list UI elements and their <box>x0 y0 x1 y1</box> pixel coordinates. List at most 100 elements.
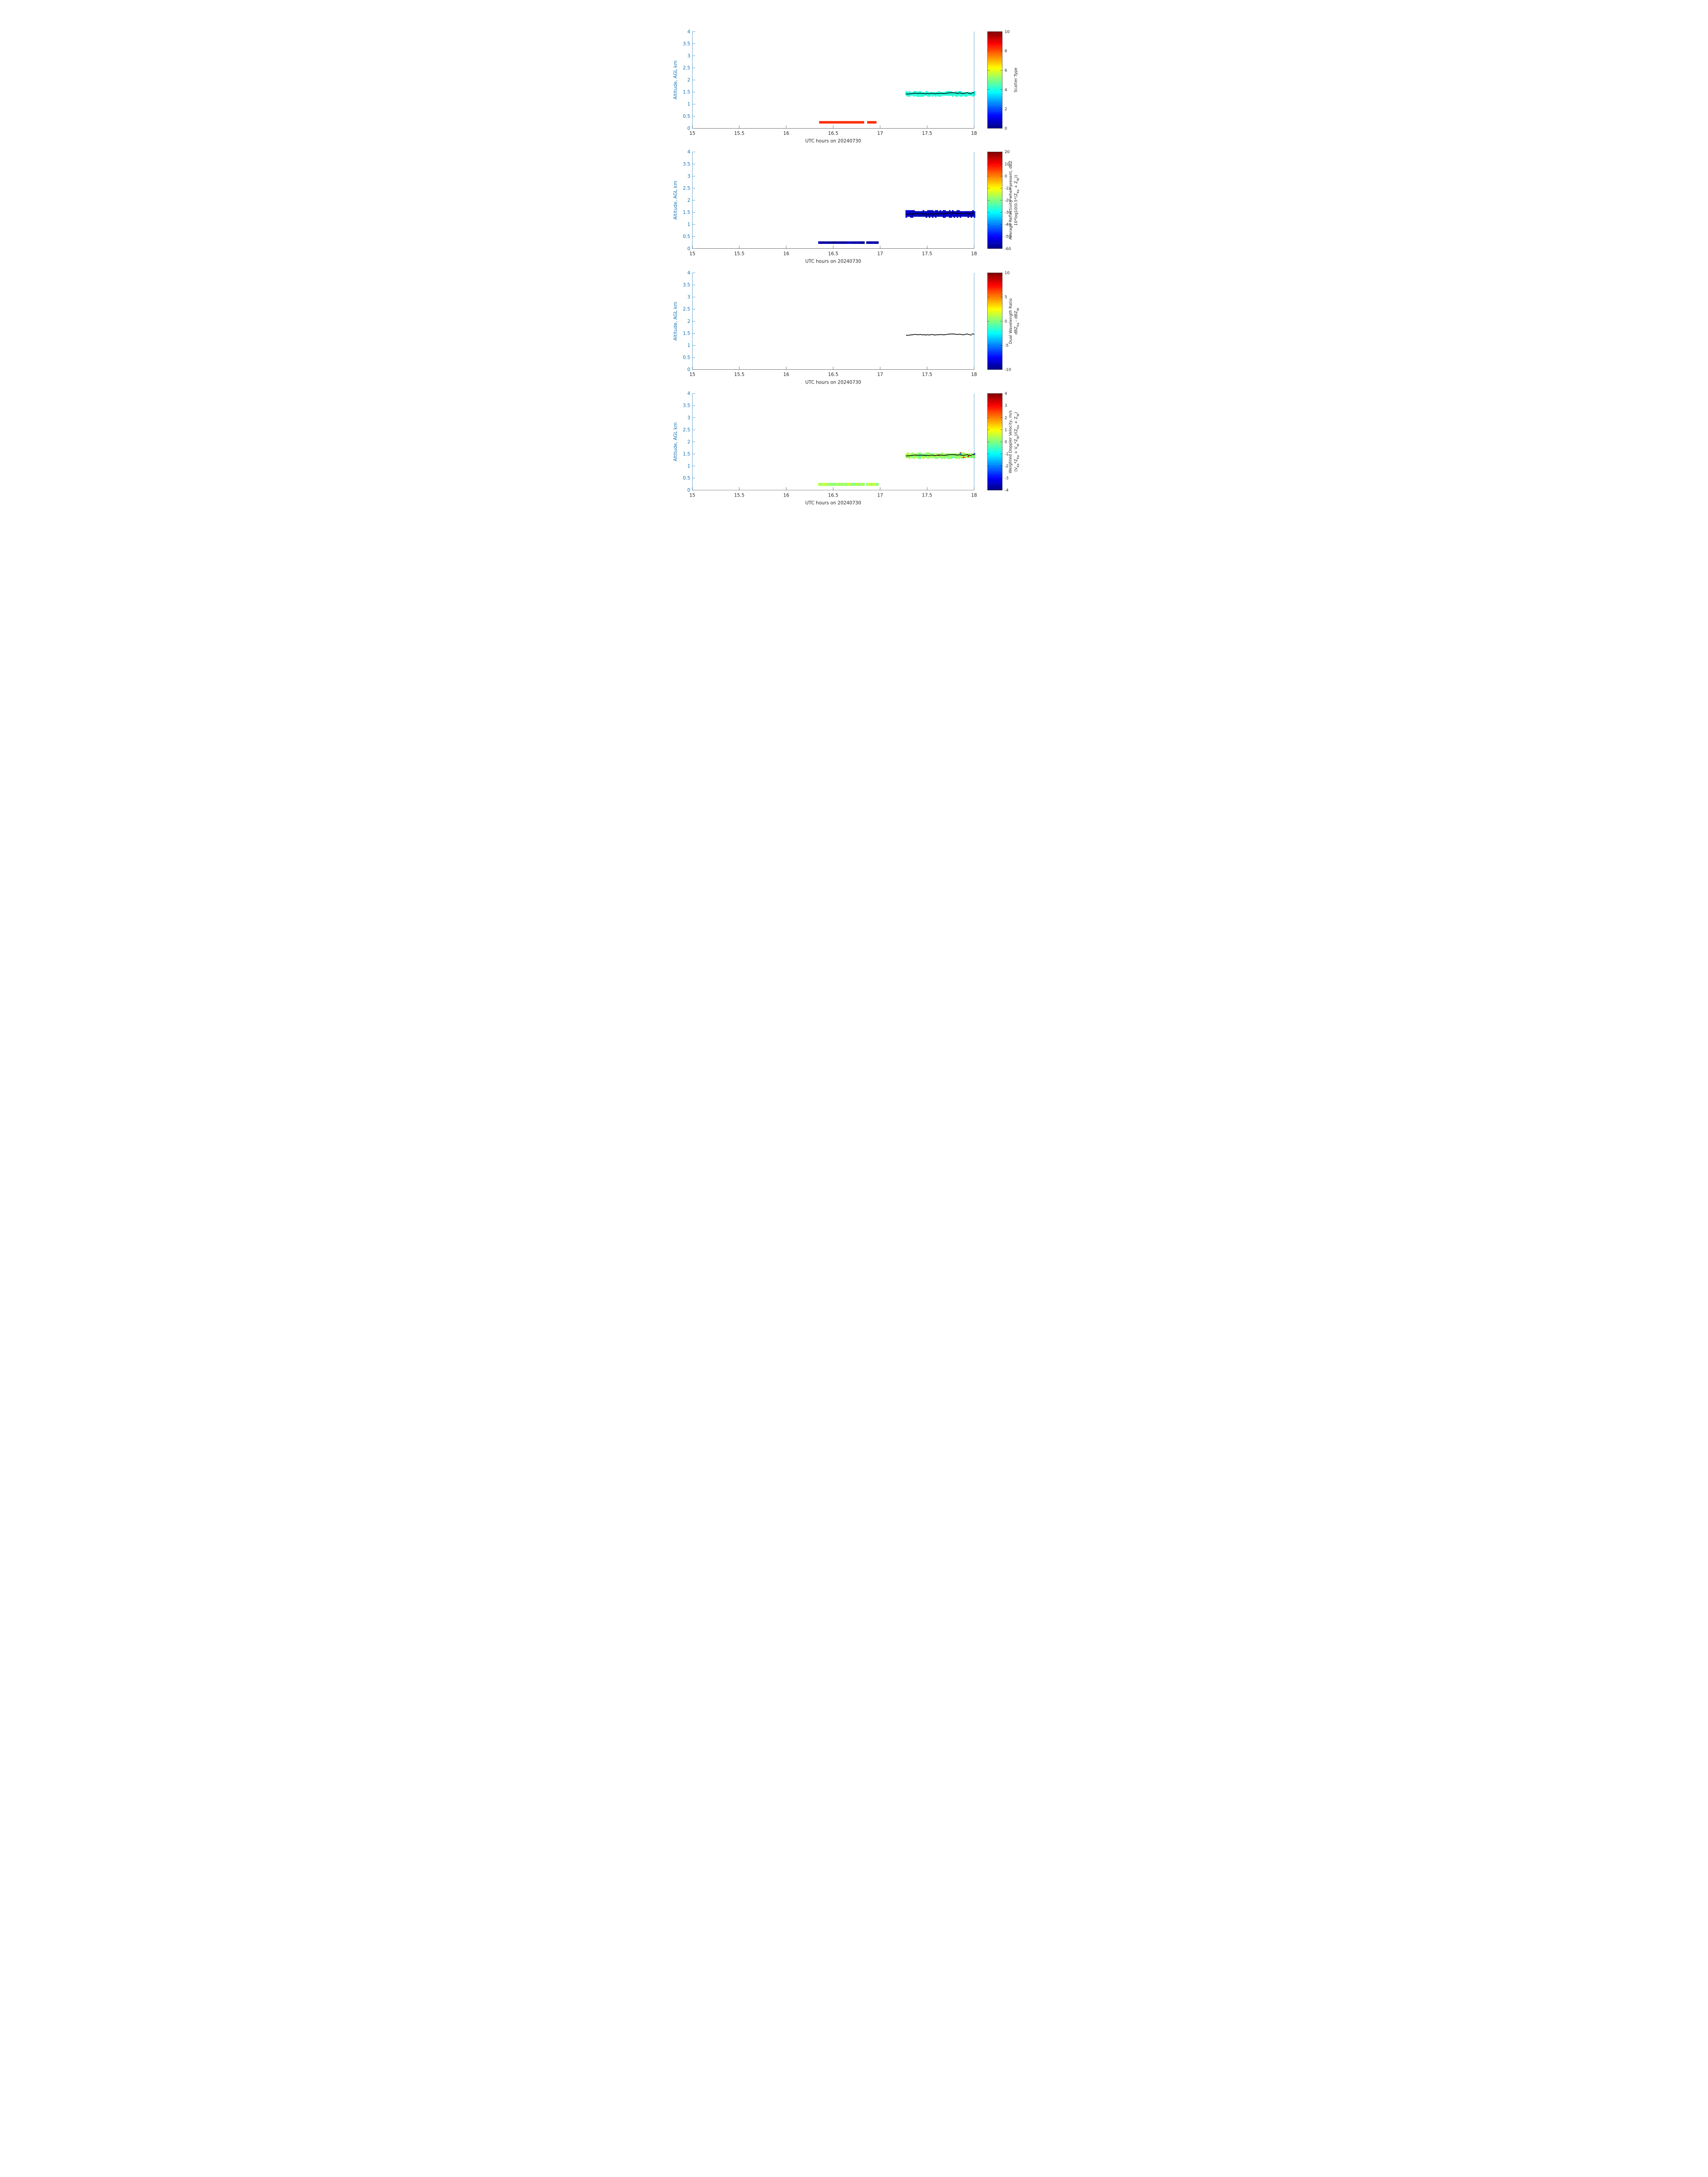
data-cell <box>927 95 929 97</box>
colorbar-tick-label: -50 <box>1005 235 1011 239</box>
data-cell <box>848 241 849 244</box>
data-cell <box>960 211 961 213</box>
data-cell <box>839 121 841 124</box>
y-tick-label: 3.5 <box>683 403 690 409</box>
cloud-base-dots <box>906 333 975 336</box>
data-cell <box>967 453 969 455</box>
data-cell <box>922 453 924 455</box>
colorbar-swatch <box>987 221 1002 223</box>
data-cell <box>958 94 960 96</box>
data-cell <box>948 453 951 455</box>
cloud-base-dot <box>944 455 946 456</box>
cloud-base-dot <box>924 334 926 336</box>
cloud-base-dot <box>933 334 934 335</box>
colorbar-swatch <box>987 461 1002 463</box>
data-cell <box>967 92 969 94</box>
colorbar-swatch <box>987 350 1002 352</box>
cloud-base-dot <box>923 455 924 456</box>
data-cell <box>925 452 927 453</box>
cloud-base-dot <box>935 455 936 456</box>
colorbar-tick-label: 20 <box>1005 150 1010 155</box>
data-cell <box>972 215 974 217</box>
colorbar-tick-label: 4 <box>1005 88 1007 92</box>
y-tick-label: 0 <box>687 488 690 493</box>
data-cell <box>961 92 963 93</box>
cloud-base-dot <box>915 213 917 214</box>
data-cell <box>944 94 946 96</box>
colorbar-swatch <box>987 77 1002 79</box>
x-tick-label: 15 <box>689 493 695 498</box>
colorbar-swatch <box>987 345 1002 347</box>
data-cell <box>838 121 839 124</box>
data-cell <box>944 456 946 458</box>
cloud-base-dot <box>967 92 968 93</box>
data-cell <box>964 453 966 455</box>
data-cell <box>918 454 920 455</box>
data-cell <box>972 94 974 96</box>
colorbar-swatch <box>987 241 1002 243</box>
data-cell <box>857 483 859 486</box>
colorbar-swatch <box>987 230 1002 232</box>
data-cell <box>928 456 931 458</box>
colorbar-swatch <box>987 66 1002 68</box>
data-cell <box>931 215 934 217</box>
data-cell <box>930 210 932 211</box>
cloud-base-dot <box>917 93 919 94</box>
data-cell <box>851 483 852 486</box>
colorbar-tick-label: 5 <box>1005 295 1007 300</box>
data-cell <box>925 91 927 92</box>
data-cell <box>970 453 973 455</box>
cloud-base-dot <box>957 92 959 94</box>
data-cell <box>827 121 829 124</box>
colorbar-swatch <box>987 393 1002 395</box>
data-cell <box>911 455 914 457</box>
data-cell <box>931 456 934 458</box>
y-tick-label: 1 <box>687 102 690 107</box>
y-tick-label: 1.5 <box>683 451 690 457</box>
data-cell <box>919 455 921 457</box>
data-cell <box>919 214 921 216</box>
cloud-base-dot <box>938 93 939 94</box>
data-cell <box>845 121 848 124</box>
cloud-base-dot <box>940 213 941 214</box>
data-cell <box>831 121 833 124</box>
cloud-base-dot <box>968 213 969 214</box>
colorbar-swatch <box>987 396 1002 398</box>
colorbar-swatch <box>987 487 1002 489</box>
x-tick-label: 16.5 <box>828 251 838 256</box>
data-cell <box>928 210 931 211</box>
data-cell <box>938 215 940 217</box>
data-cell <box>950 213 952 214</box>
data-cell <box>861 241 864 244</box>
colorbar-swatch <box>987 74 1002 76</box>
y-tick-label: 3.5 <box>683 162 690 167</box>
data-cell <box>905 454 907 456</box>
data-cell <box>956 215 958 217</box>
colorbar-swatch <box>987 344 1002 346</box>
data-cell <box>936 456 938 458</box>
data-cell <box>952 95 954 97</box>
cloud-base-dot <box>941 213 943 214</box>
cloud-base-dot <box>938 334 939 335</box>
cloud-base-dot <box>957 334 959 335</box>
colorbar-swatch <box>987 402 1002 404</box>
colorbar-swatch <box>987 317 1002 318</box>
cloud-base-dot <box>915 334 917 335</box>
data-cell <box>941 452 943 453</box>
data-cell <box>835 483 837 486</box>
colorbar-swatch <box>987 93 1002 96</box>
data-cell <box>821 241 823 244</box>
colorbar-swatch <box>987 362 1002 364</box>
y-tick-label: 3.5 <box>683 283 690 288</box>
colorbar-swatch <box>987 213 1002 216</box>
cloud-base-dot <box>908 334 909 336</box>
data-cell <box>907 456 909 458</box>
data-cell <box>958 210 960 211</box>
data-cell <box>852 241 854 244</box>
y-tick-label: 3 <box>687 53 690 58</box>
data-cell <box>943 210 944 211</box>
data-cell <box>950 455 952 457</box>
colorbar-swatch <box>987 470 1002 472</box>
cloud-base-dot <box>927 93 929 94</box>
colorbar-swatch <box>987 479 1002 481</box>
